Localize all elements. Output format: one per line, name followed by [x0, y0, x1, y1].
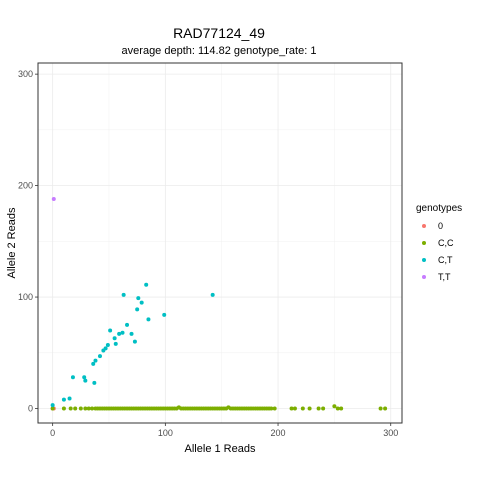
data-point	[67, 396, 72, 401]
data-point	[300, 406, 305, 411]
chart-title: RAD77124_49	[173, 25, 265, 41]
legend-symbol	[422, 224, 426, 228]
data-point	[125, 322, 130, 327]
grid	[38, 63, 402, 423]
y-axis-label: Allele 2 Reads	[6, 207, 18, 278]
y-tick-label: 200	[18, 181, 33, 191]
legend-label: T,T	[438, 272, 451, 282]
x-tick-label: 300	[383, 428, 398, 438]
data-point	[105, 342, 110, 347]
data-point	[83, 378, 88, 383]
data-point	[61, 406, 66, 411]
data-point	[86, 406, 91, 411]
data-point	[316, 406, 321, 411]
data-point	[292, 406, 297, 411]
data-points	[50, 196, 388, 411]
legend-label: 0	[438, 221, 443, 231]
data-point	[339, 406, 344, 411]
data-point	[210, 292, 215, 297]
data-point	[120, 330, 125, 335]
data-point	[121, 292, 126, 297]
data-point	[103, 346, 108, 351]
data-point	[146, 317, 151, 322]
legend-title: genotypes	[416, 203, 462, 214]
data-point	[117, 331, 122, 336]
data-point	[269, 406, 274, 411]
data-point	[307, 406, 312, 411]
y-tick-label: 0	[28, 404, 33, 414]
chart-subtitle: average depth: 114.82 genotype_rate: 1	[122, 45, 317, 57]
data-point	[78, 406, 83, 411]
data-point	[162, 312, 167, 317]
data-point	[335, 406, 340, 411]
data-point	[83, 406, 88, 411]
data-point	[289, 406, 294, 411]
plot-panel-border	[37, 62, 403, 424]
x-tick-label: 0	[50, 428, 55, 438]
data-point	[383, 406, 388, 411]
data-point	[113, 341, 118, 346]
data-point	[50, 406, 55, 411]
data-point	[378, 406, 383, 411]
data-point	[93, 358, 98, 363]
legend: genotypes 0 C,C C,T T,T	[416, 203, 462, 285]
data-point	[129, 331, 134, 336]
data-point	[272, 406, 277, 411]
legend-symbol	[422, 275, 426, 279]
data-point	[132, 339, 137, 344]
data-point	[92, 380, 97, 385]
data-point	[50, 403, 55, 408]
legend-symbol	[422, 241, 426, 245]
data-point	[112, 336, 117, 341]
legend-label: C,C	[438, 238, 454, 248]
data-point	[97, 354, 102, 359]
data-point	[82, 375, 87, 380]
data-point	[73, 406, 78, 411]
x-tick-label: 200	[271, 428, 286, 438]
data-point	[108, 328, 113, 333]
data-point	[144, 282, 149, 287]
y-tick-label: 100	[18, 292, 33, 302]
data-point	[332, 404, 337, 409]
legend-label: C,T	[438, 255, 453, 265]
axis-ticks: 0 100 200 300 0 100 200 300	[18, 69, 398, 438]
x-tick-label: 100	[158, 428, 173, 438]
data-point	[90, 406, 95, 411]
data-point	[135, 307, 140, 312]
data-point	[51, 196, 56, 201]
data-point	[61, 397, 66, 402]
legend-symbol	[422, 258, 426, 262]
data-point	[321, 406, 326, 411]
y-tick-label: 300	[18, 69, 33, 79]
data-point	[139, 300, 144, 305]
data-point	[136, 296, 141, 301]
data-point	[91, 361, 96, 366]
data-point	[70, 375, 75, 380]
data-point	[68, 406, 73, 411]
x-axis-label: Allele 1 Reads	[185, 443, 256, 455]
